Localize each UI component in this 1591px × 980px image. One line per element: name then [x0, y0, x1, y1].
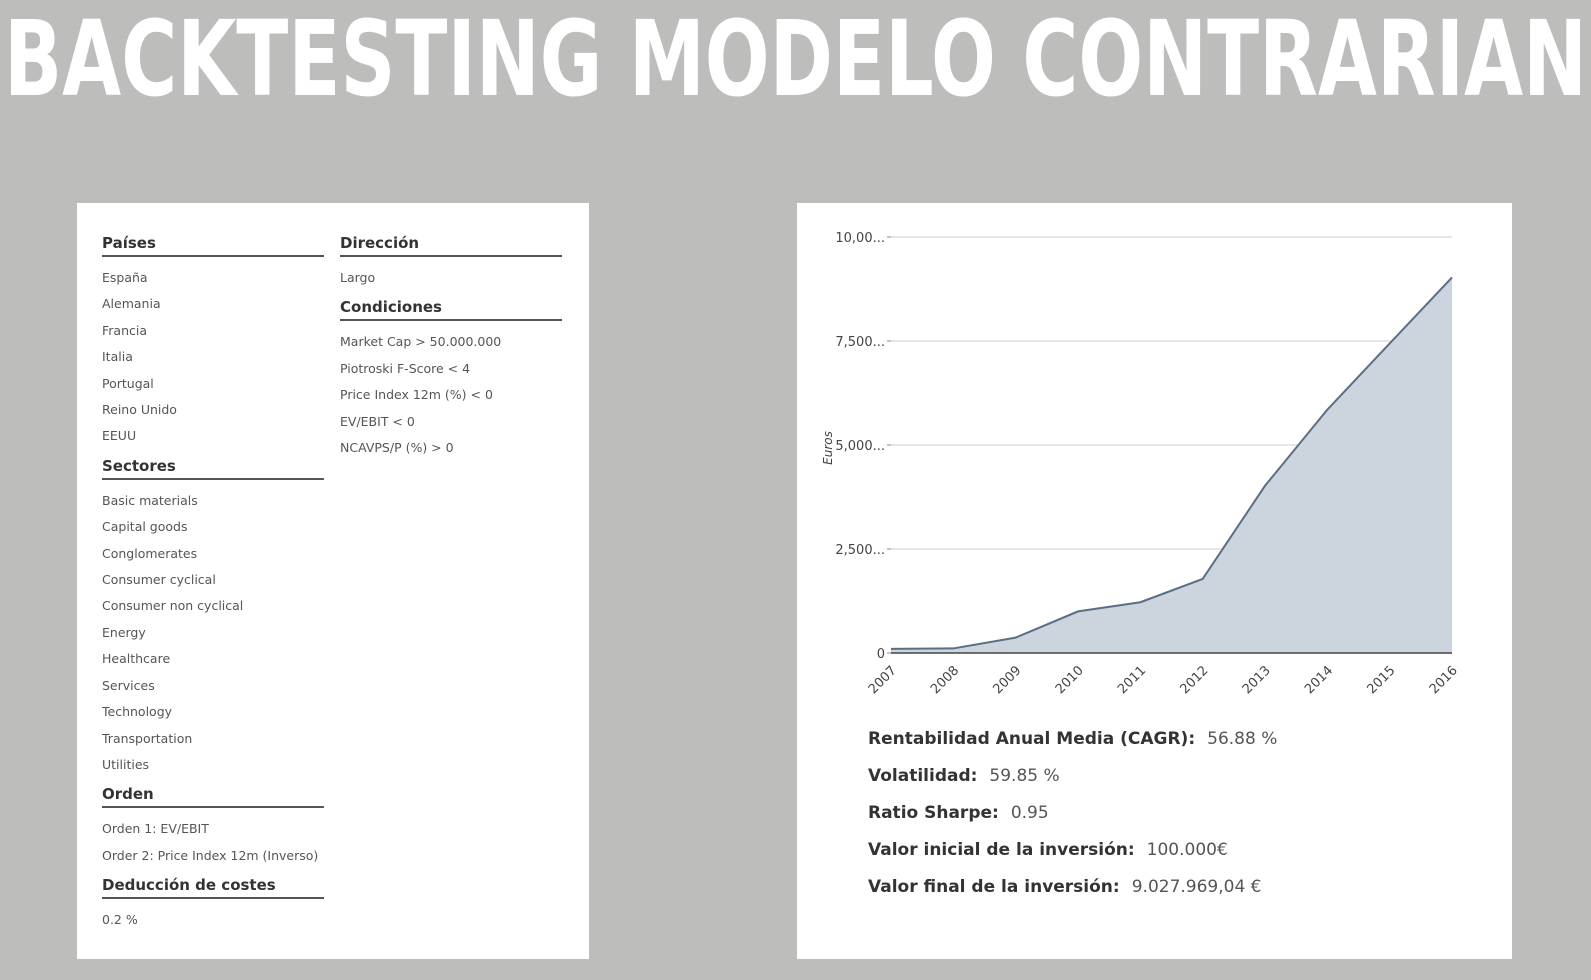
x-tick-label: 2012 — [1177, 663, 1211, 697]
stat-row: Ratio Sharpe: 0.95 — [868, 803, 1049, 823]
page-title: BACKTESTING MODELO CONTRARIAN — [4, 0, 1587, 110]
section-item: Transportation — [102, 730, 193, 746]
section-item: Energy — [102, 624, 146, 640]
section-item: Technology — [102, 704, 173, 720]
y-tick-label: 10,00... — [835, 231, 885, 246]
section: Países España Alemania Francia Italia Portuga… — [102, 233, 324, 450]
section-heading: Deducción de costes — [102, 875, 324, 900]
stat-label: Ratio Sharpe: — [868, 803, 999, 823]
x-tick-label: 2014 — [1302, 663, 1336, 697]
section-heading: Países — [102, 233, 324, 257]
section-item: 0.2 % — [102, 912, 138, 928]
y-axis-label: Euros — [821, 431, 835, 465]
y-tick-label: 5,000... — [835, 439, 885, 454]
section: Orden Orden 1: EV/EBIT Order 2: Price Inde… — [102, 784, 324, 869]
stat-row: Volatilidad: 59.85 % — [868, 766, 1060, 786]
y-tick-label: 7,500... — [835, 335, 885, 350]
results-panel: 0 2,500... 5,000... 7,500... 10,00... Euros 20… — [797, 203, 1512, 959]
section: Sectores Basic materials Capital goods Cong… — [102, 456, 324, 778]
section-item: Consumer cyclical — [102, 572, 216, 588]
column: Países España Alemania Francia Italia Portuga… — [102, 233, 324, 940]
section-item: EEUU — [102, 428, 137, 444]
section-heading: Condiciones — [340, 297, 562, 322]
section-item: Capital goods — [102, 519, 188, 535]
stat-value: 100.000€ — [1146, 840, 1228, 860]
stat-label: Valor final de la inversión: — [868, 877, 1120, 897]
section: Dirección Largo — [340, 233, 562, 291]
section-item: Price Index 12m (%) < 0 — [340, 387, 493, 403]
section-item: Portugal — [102, 375, 154, 391]
section-item: Market Cap > 50.000.000 — [340, 334, 502, 350]
title-bar: BACKTESTING MODELO CONTRARIAN — [4, 0, 1587, 110]
stat-row: Valor inicial de la inversión: 100.000€ — [868, 840, 1228, 860]
section-item: Orden 1: EV/EBIT — [102, 821, 209, 837]
section-item: Services — [102, 677, 155, 693]
section-item: Francia — [102, 322, 148, 338]
x-tick-label: 2010 — [1053, 663, 1087, 697]
section-item: Alemania — [102, 296, 161, 312]
x-tick-label: 2015 — [1364, 663, 1398, 697]
stat-row: Rentabilidad Anual Media (CAGR): 56.88 % — [868, 729, 1277, 749]
section-heading: Orden — [102, 784, 324, 809]
section-item: Order 2: Price Index 12m (Inverso) — [102, 847, 319, 863]
x-tick-label: 2011 — [1115, 663, 1149, 697]
stat-value: 9.027.969,04 € — [1131, 877, 1262, 897]
stat-value: 0.95 — [1010, 803, 1049, 823]
section-item: NCAVPS/P (%) > 0 — [340, 440, 454, 456]
x-tick-label: 2013 — [1240, 663, 1274, 697]
area — [891, 277, 1452, 653]
stat-label: Rentabilidad Anual Media (CAGR): — [868, 729, 1196, 749]
section-item: Utilities — [102, 756, 150, 772]
chart: 0 2,500... 5,000... 7,500... 10,00... Euros 20… — [821, 231, 1461, 697]
y-tick-label: 0 — [877, 647, 885, 662]
x-tick-label: 2007 — [866, 663, 900, 697]
stat-row: Valor final de la inversión: 9.027.969,04… — [868, 877, 1262, 897]
section-item: Conglomerates — [102, 545, 198, 561]
column: Dirección Largo Condiciones Market Cap > 50… — [340, 233, 562, 467]
y-tick-label: 2,500... — [835, 543, 885, 558]
section-item: Healthcare — [102, 651, 171, 667]
section-item: Italia — [102, 349, 133, 365]
section-item: Reino Unido — [102, 402, 177, 418]
section: Condiciones Market Cap > 50.000.000 Piotro… — [340, 297, 562, 461]
section-heading: Dirección — [340, 233, 562, 257]
section-item: Largo — [340, 270, 376, 285]
area-line — [890, 276, 1453, 650]
x-tick-label: 2016 — [1427, 663, 1461, 697]
section-heading: Sectores — [102, 456, 324, 480]
section: Deducción de costes 0.2 % — [102, 875, 324, 933]
section-item: Consumer non cyclical — [102, 598, 244, 614]
section-item: Basic materials — [102, 492, 198, 508]
section-item: EV/EBIT < 0 — [340, 413, 415, 429]
section-item: España — [102, 270, 148, 285]
stat-label: Valor inicial de la inversión: — [868, 840, 1135, 860]
stat-value: 56.88 % — [1207, 729, 1278, 749]
x-tick-label: 2008 — [928, 663, 962, 697]
x-tick-label: 2009 — [990, 663, 1024, 697]
settings-panel: Países España Alemania Francia Italia Portuga… — [77, 203, 589, 959]
section-item: Piotroski F-Score < 4 — [340, 360, 471, 376]
stat-value: 59.85 % — [989, 766, 1060, 786]
stat-label: Volatilidad: — [868, 766, 978, 786]
